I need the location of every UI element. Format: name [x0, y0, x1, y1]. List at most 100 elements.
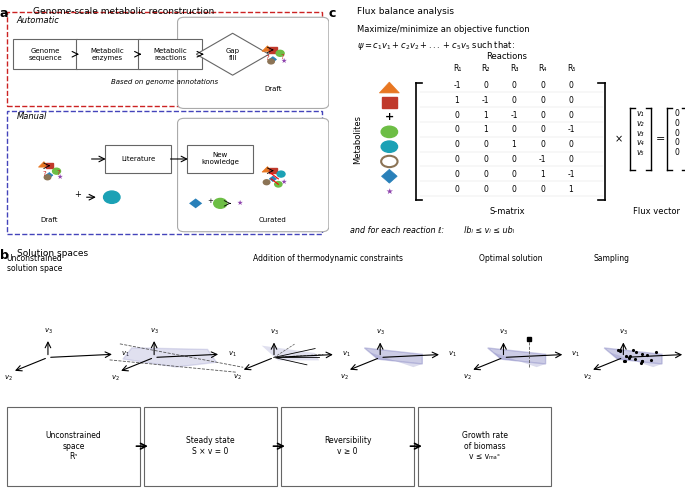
- Text: 0: 0: [512, 170, 516, 178]
- Text: Curated: Curated: [259, 217, 287, 223]
- Bar: [46, 163, 53, 169]
- Text: ×: ×: [615, 134, 623, 144]
- Text: $v_3$: $v_3$: [150, 326, 158, 336]
- Polygon shape: [269, 57, 277, 62]
- Polygon shape: [269, 176, 277, 181]
- Text: Sampling: Sampling: [593, 254, 630, 263]
- Polygon shape: [488, 348, 545, 367]
- Text: 0: 0: [674, 139, 680, 147]
- Text: ?: ?: [280, 54, 284, 60]
- Text: Reversibility
v ≥ 0: Reversibility v ≥ 0: [324, 436, 371, 456]
- Bar: [269, 47, 277, 53]
- Text: 0: 0: [569, 140, 573, 149]
- Text: 0: 0: [455, 110, 460, 120]
- Text: v₅: v₅: [637, 148, 644, 157]
- Text: Draft: Draft: [264, 86, 282, 92]
- Polygon shape: [488, 348, 545, 364]
- Text: 1: 1: [540, 170, 545, 178]
- Text: $v_2$: $v_2$: [4, 374, 13, 383]
- Text: 0: 0: [455, 170, 460, 178]
- Text: Reactions: Reactions: [486, 52, 527, 61]
- Bar: [382, 97, 397, 108]
- FancyBboxPatch shape: [13, 39, 77, 69]
- Text: 0: 0: [540, 125, 545, 134]
- Text: $v_1$: $v_1$: [571, 350, 580, 359]
- Polygon shape: [604, 348, 662, 367]
- Text: v₃: v₃: [637, 129, 644, 138]
- Text: ★: ★: [236, 200, 242, 207]
- Polygon shape: [197, 34, 269, 75]
- Polygon shape: [189, 198, 202, 209]
- Text: R₃: R₃: [510, 65, 519, 73]
- Polygon shape: [379, 82, 399, 93]
- Text: 0: 0: [674, 129, 680, 138]
- Text: 0: 0: [455, 125, 460, 134]
- Text: 0: 0: [455, 155, 460, 164]
- Text: R₅: R₅: [566, 65, 575, 73]
- Circle shape: [277, 171, 285, 177]
- Text: v₂: v₂: [637, 119, 644, 128]
- Polygon shape: [262, 167, 273, 172]
- Text: 0: 0: [483, 170, 488, 178]
- Text: 0: 0: [674, 119, 680, 128]
- Text: ★: ★: [57, 174, 63, 179]
- Text: v₁: v₁: [637, 109, 644, 118]
- Text: -1: -1: [453, 81, 461, 90]
- Polygon shape: [604, 348, 662, 364]
- Text: 0: 0: [569, 155, 573, 164]
- Text: $v_1$: $v_1$: [227, 350, 236, 359]
- Text: 1: 1: [483, 110, 488, 120]
- FancyBboxPatch shape: [7, 407, 140, 486]
- Polygon shape: [382, 170, 397, 183]
- Bar: [269, 168, 277, 174]
- Text: Optimal solution: Optimal solution: [479, 254, 543, 263]
- Text: Automatic: Automatic: [16, 16, 60, 25]
- Circle shape: [103, 191, 120, 203]
- Text: c: c: [329, 7, 336, 20]
- Text: ★: ★: [281, 58, 287, 64]
- Polygon shape: [46, 173, 53, 178]
- Text: Genome-scale metabolic reconstruction: Genome-scale metabolic reconstruction: [33, 7, 214, 16]
- Text: $v_1$: $v_1$: [448, 350, 457, 359]
- Text: 0: 0: [540, 81, 545, 90]
- Text: $\psi = c_1v_1 + c_2v_2 + ... + c_5v_5$ such that:: $\psi = c_1v_1 + c_2v_2 + ... + c_5v_5$ …: [358, 39, 515, 52]
- Text: 0: 0: [674, 148, 680, 157]
- Text: Based on genome annotations: Based on genome annotations: [111, 79, 218, 85]
- Text: =: =: [656, 134, 664, 144]
- Circle shape: [53, 168, 60, 174]
- Text: +: +: [74, 190, 81, 199]
- Text: Addition of thermodynamic constraints: Addition of thermodynamic constraints: [253, 254, 403, 263]
- FancyBboxPatch shape: [177, 17, 329, 108]
- Text: Maximize/minimize an objective function: Maximize/minimize an objective function: [358, 25, 530, 34]
- Text: 0: 0: [674, 109, 680, 118]
- Text: $v_3$: $v_3$: [619, 328, 627, 337]
- Text: Metabolites: Metabolites: [353, 115, 362, 164]
- Text: Genome
sequence: Genome sequence: [28, 48, 62, 61]
- Text: 0: 0: [540, 184, 545, 193]
- Text: -1: -1: [567, 170, 575, 178]
- Text: -1: -1: [567, 125, 575, 134]
- Text: $v_1$: $v_1$: [121, 350, 130, 359]
- Polygon shape: [262, 346, 319, 360]
- Text: Draft: Draft: [40, 217, 58, 223]
- Circle shape: [268, 59, 275, 64]
- Text: ?: ?: [266, 55, 269, 61]
- Text: 0: 0: [512, 81, 516, 90]
- Text: b: b: [0, 249, 9, 262]
- Text: 0: 0: [540, 96, 545, 105]
- Text: $v_3$: $v_3$: [270, 328, 278, 337]
- Text: Unconstrained
space
Rⁿ: Unconstrained space Rⁿ: [46, 431, 101, 461]
- Circle shape: [381, 126, 397, 138]
- FancyBboxPatch shape: [105, 145, 171, 173]
- Text: 0: 0: [540, 110, 545, 120]
- Text: R₁: R₁: [453, 65, 461, 73]
- Text: a: a: [0, 7, 8, 20]
- Text: $v_2$: $v_2$: [463, 373, 472, 382]
- Text: 0: 0: [455, 140, 460, 149]
- Text: -1: -1: [539, 155, 546, 164]
- Circle shape: [214, 198, 227, 209]
- Text: 0: 0: [569, 81, 573, 90]
- Text: 0: 0: [569, 96, 573, 105]
- Text: Metabolic
enzymes: Metabolic enzymes: [91, 48, 125, 61]
- Text: 1: 1: [512, 140, 516, 149]
